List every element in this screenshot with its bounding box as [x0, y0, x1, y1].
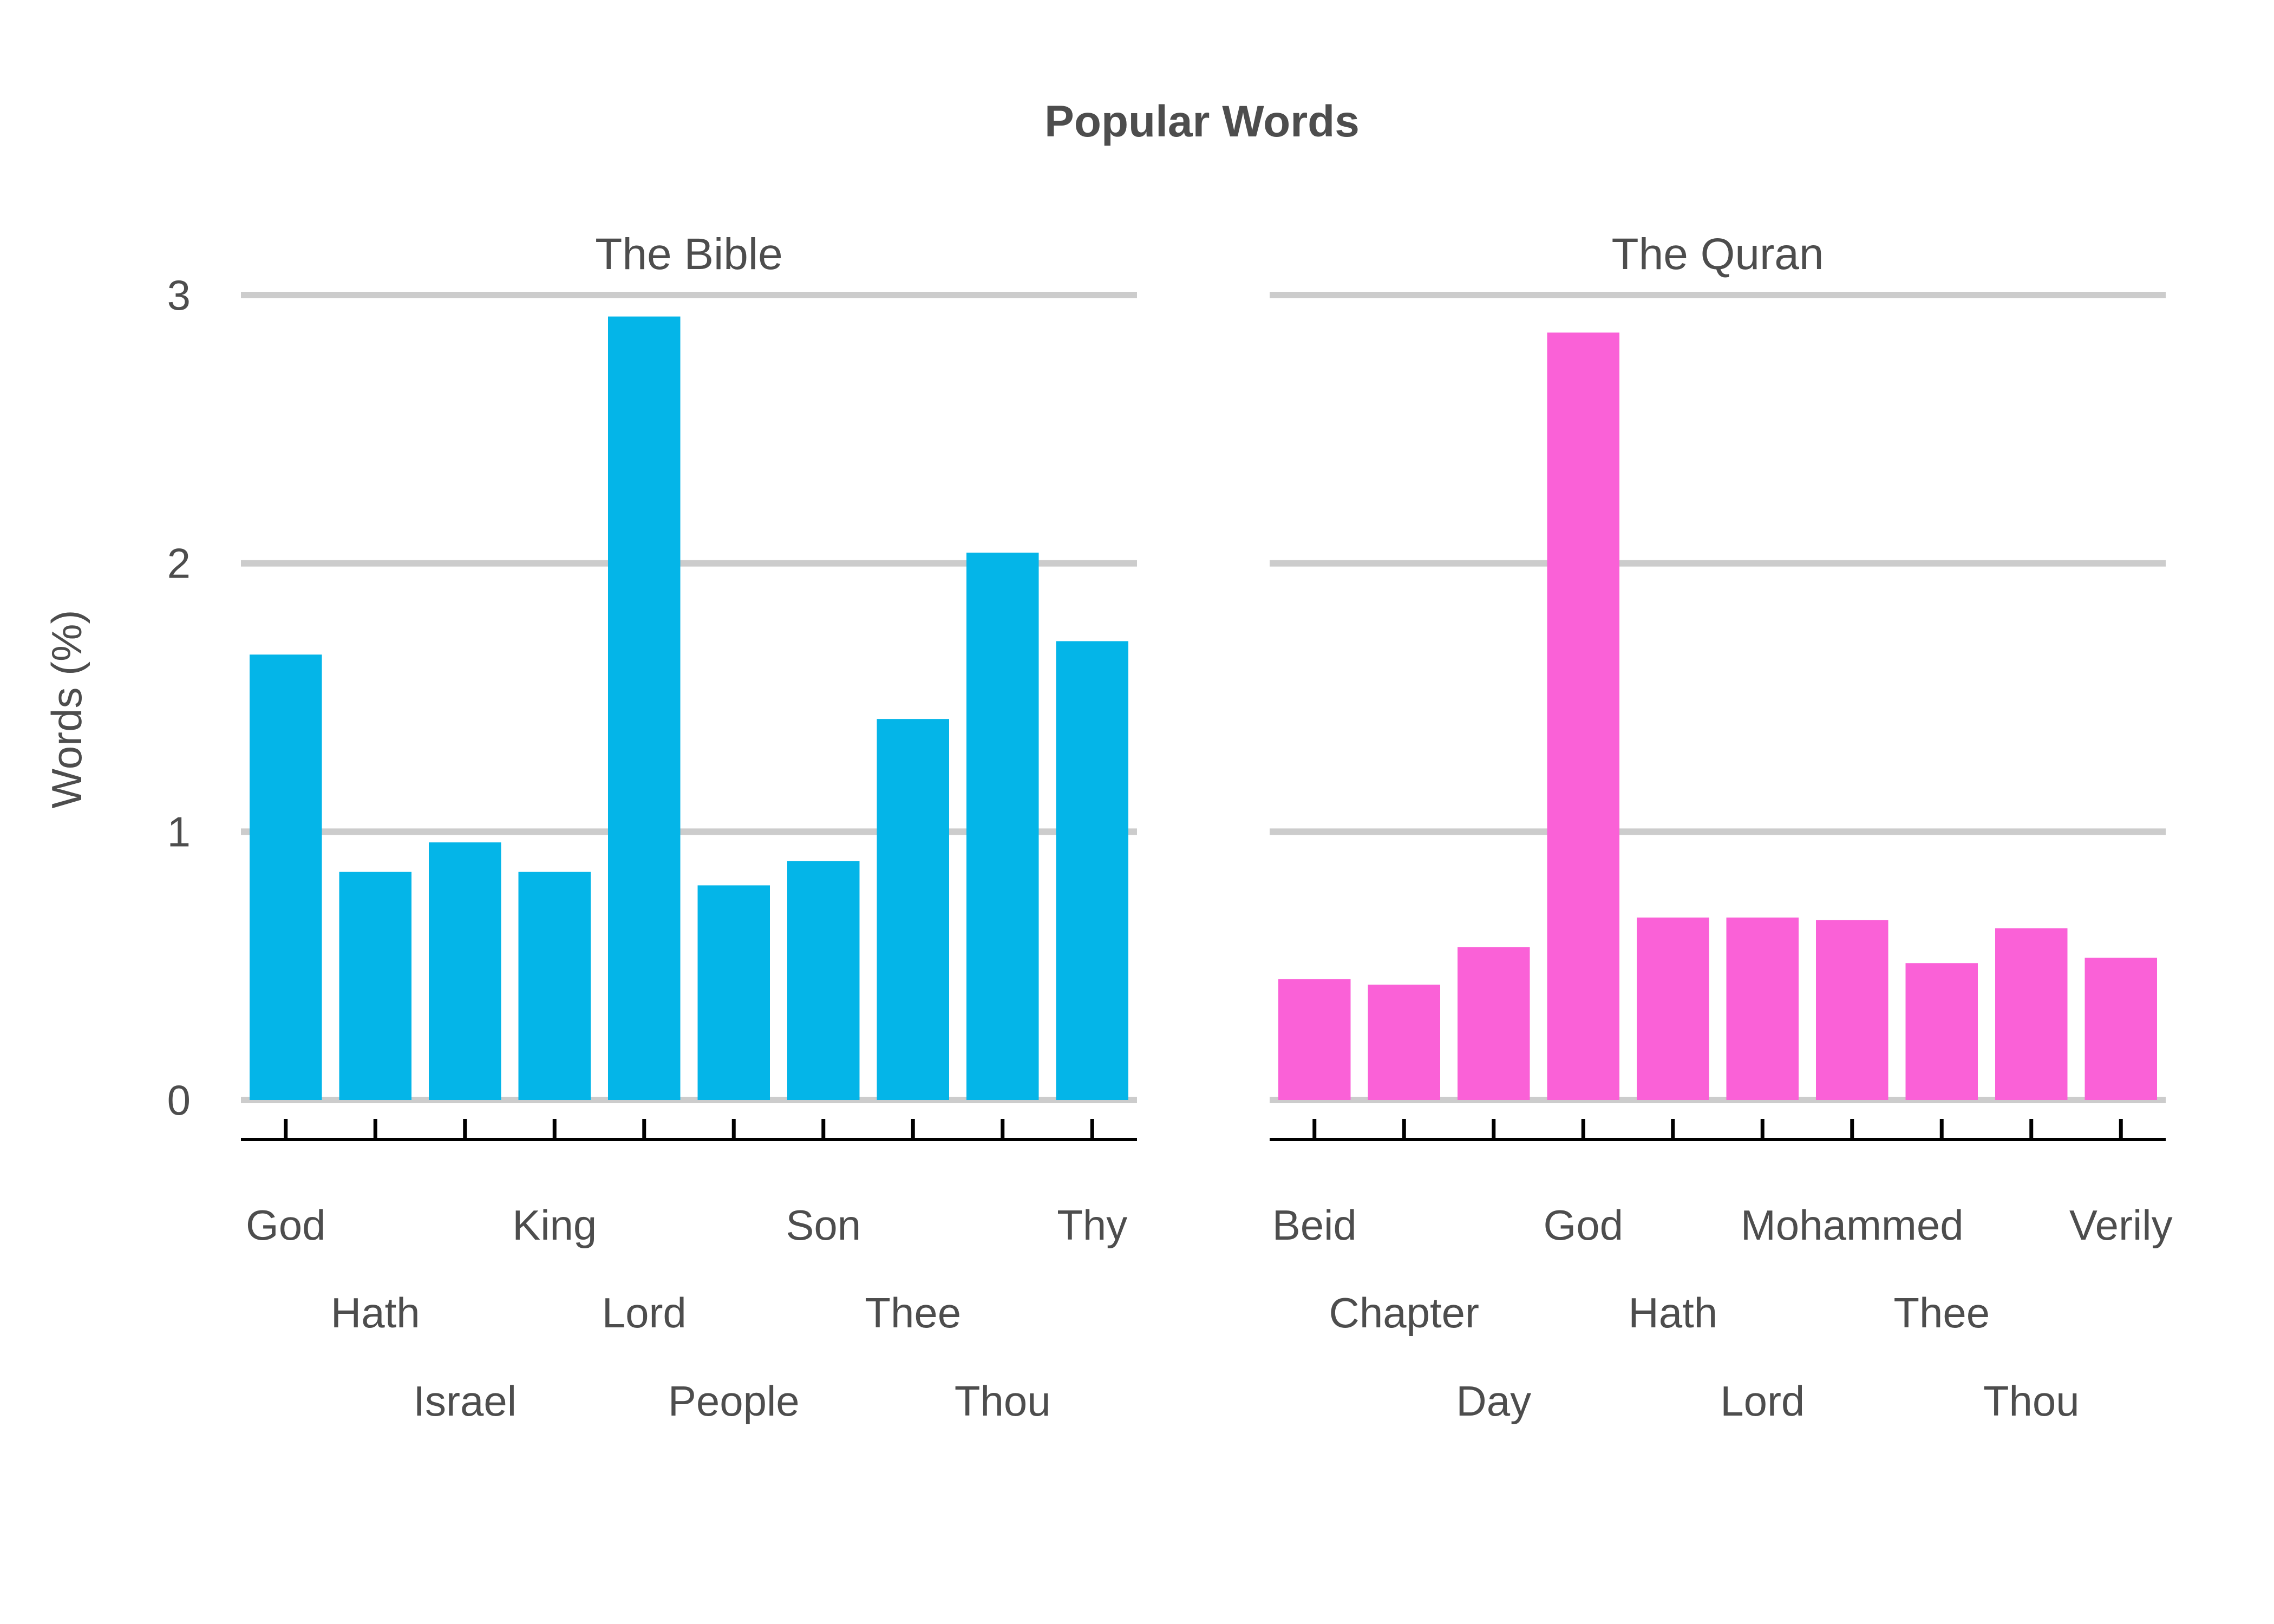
bar-thee: [877, 719, 949, 1100]
x-tick-label: Lord: [1720, 1377, 1805, 1425]
bar-god: [1547, 332, 1619, 1100]
bar-mohammed: [1816, 920, 1889, 1100]
x-tick-label: Son: [786, 1201, 861, 1249]
bar-hath: [339, 872, 411, 1100]
y-axis-ticks: 0 1 2 3: [167, 271, 191, 1124]
y-tick-label: 0: [167, 1076, 191, 1124]
bar-lord: [608, 316, 681, 1100]
bar-chapter: [1368, 984, 1440, 1100]
x-tick-label: People: [668, 1377, 800, 1425]
x-tick-label: Hath: [1628, 1289, 1717, 1337]
x-tick-label: Verily: [2069, 1201, 2173, 1249]
bar-god: [250, 654, 322, 1100]
x-tick-label: Thee: [865, 1289, 961, 1337]
x-tick-label: God: [246, 1201, 325, 1249]
x-tick-label: Thee: [1893, 1289, 1990, 1337]
bar-king: [518, 872, 591, 1100]
bar-son: [787, 861, 860, 1100]
y-tick-label: 3: [167, 271, 191, 319]
x-tick-label: Thy: [1057, 1201, 1127, 1249]
x-tick-label: Mohammed: [1741, 1201, 1964, 1249]
y-tick-label: 1: [167, 808, 191, 855]
x-tick-label: God: [1544, 1201, 1623, 1249]
facet-title: The Bible: [595, 230, 782, 279]
x-tick-label: Chapter: [1329, 1289, 1480, 1337]
bar-people: [697, 885, 770, 1100]
bar-thou: [966, 552, 1039, 1100]
chart-title: Popular Words: [1044, 97, 1360, 146]
x-tick-label: Hath: [331, 1289, 420, 1337]
x-tick-label: Israel: [413, 1377, 517, 1425]
x-tick-label: Thou: [955, 1377, 1051, 1425]
x-tick-label: King: [512, 1201, 597, 1249]
bar-israel: [429, 842, 501, 1100]
x-tick-label: Beid: [1272, 1201, 1357, 1249]
bar-thee: [1905, 963, 1978, 1100]
x-tick-label: Day: [1456, 1377, 1531, 1425]
bar-verily: [2084, 958, 2157, 1100]
bar-lord: [1726, 917, 1799, 1100]
y-axis-label: Words (%): [43, 610, 90, 809]
bar-thou: [1995, 928, 2068, 1100]
bar-day: [1458, 947, 1530, 1100]
bar-hath: [1637, 917, 1709, 1100]
x-tick-label: Lord: [602, 1289, 687, 1337]
x-tick-label: Thou: [1983, 1377, 2080, 1425]
bar-beid: [1278, 979, 1351, 1100]
facet-title: The Quran: [1612, 230, 1824, 279]
bar-thy: [1056, 641, 1128, 1100]
y-tick-label: 2: [167, 540, 191, 587]
panel-the-bible: The BibleGodHathIsraelKingLordPeopleSonT…: [241, 230, 1137, 1425]
